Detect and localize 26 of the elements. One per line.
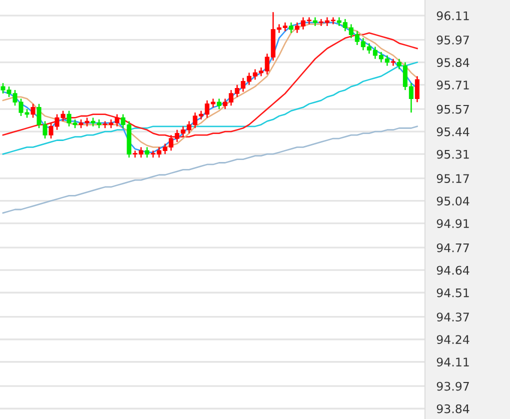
line-series: [2, 62, 418, 155]
y-tick-label: 94.37: [436, 312, 469, 322]
y-tick-label: 94.91: [436, 219, 469, 228]
y-tick-label: 94.77: [436, 243, 469, 252]
y-tick-label: 96.11: [436, 11, 469, 20]
y-tick-label: 94.64: [436, 266, 470, 275]
y-tick-label: 93.84: [436, 404, 470, 414]
y-tick-label: 94.51: [436, 288, 469, 298]
y-tick-label: 94.24: [436, 335, 470, 344]
candlestick: [30, 103, 36, 118]
y-tick-label: 95.71: [436, 80, 469, 90]
y-tick-label: 95.44: [436, 127, 470, 136]
y-tick-label: 95.97: [436, 36, 469, 44]
candlestick: [144, 146, 150, 158]
y-tick-label: 95.31: [436, 150, 469, 159]
candlestick: [414, 76, 420, 103]
line-series: [2, 126, 418, 214]
line-series: [2, 32, 418, 138]
y-tick-label: 95.57: [436, 104, 469, 114]
candlestick: [216, 98, 222, 110]
candlestick: [288, 22, 294, 34]
y-tick-label: 95.17: [436, 174, 469, 183]
y-tick-label: 95.84: [436, 58, 470, 67]
y-tick-label: 94.11: [436, 358, 469, 367]
y-tick-label: 93.97: [436, 382, 469, 391]
y-tick-label: 95.04: [436, 196, 470, 206]
